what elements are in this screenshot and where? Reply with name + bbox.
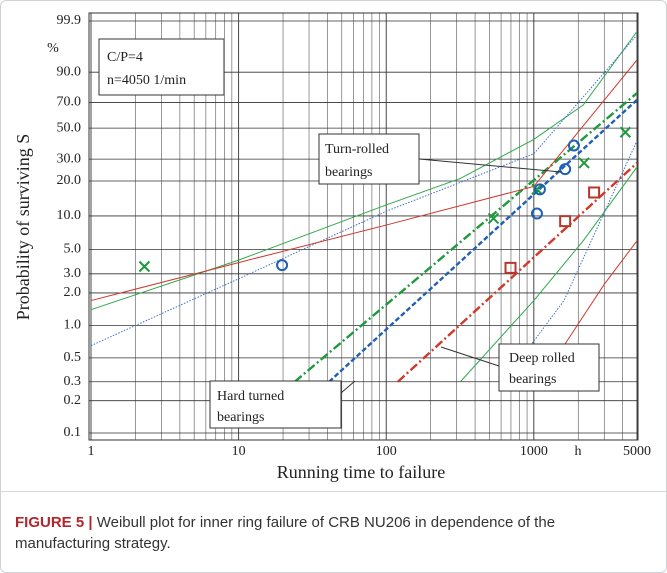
- fit-line: [397, 162, 638, 383]
- data-point: [619, 126, 632, 138]
- x-tick-label: 1000: [520, 444, 548, 459]
- fit-line: [90, 31, 638, 311]
- fit-line: [90, 34, 638, 347]
- leader-line: [418, 158, 562, 173]
- y-tick-label: 90.0: [57, 64, 82, 79]
- data-point: [487, 212, 500, 225]
- y-tick-label: 20.0: [57, 173, 82, 188]
- y-tick-label: 1.0: [64, 318, 82, 333]
- annotation-box: [318, 133, 420, 185]
- y-tick-label: 0.3: [64, 374, 82, 389]
- data-point: [588, 186, 601, 199]
- plot-frame: [88, 12, 639, 441]
- leader-line: [340, 380, 356, 394]
- x-tick-label: 1: [88, 444, 95, 459]
- data-point: [533, 183, 546, 196]
- data-point: [531, 183, 543, 196]
- annotation: bearings: [325, 165, 372, 180]
- data-point: [276, 259, 289, 272]
- x-tick-label: 10: [232, 444, 246, 459]
- y-tick-label: 2.0: [64, 285, 82, 300]
- annotation-box: [209, 380, 342, 429]
- leader-line: [440, 346, 500, 367]
- annotation: bearings: [217, 410, 264, 425]
- y-tick-label: 10.0: [57, 208, 82, 223]
- x-tick-label: 5000: [623, 444, 651, 459]
- y-tick-label: 0.2: [64, 393, 82, 408]
- y-tick-label: 3.0: [64, 266, 82, 281]
- data-point: [138, 260, 151, 273]
- data-point: [567, 139, 580, 152]
- y-tick-label: 0.1: [64, 425, 82, 440]
- x-unit: h: [575, 444, 582, 459]
- data-point: [578, 157, 590, 169]
- annotation: Hard turned: [217, 389, 284, 404]
- y-tick-label: 99.9: [57, 13, 82, 28]
- y-tick-label: 0.5: [64, 350, 82, 365]
- annotation: bearings: [509, 372, 556, 387]
- caption: FIGURE 5 | Weibull plot for inner ring f…: [1, 491, 666, 572]
- annotation: Deep rolled: [509, 351, 575, 366]
- annotation: C/P=4: [107, 50, 143, 65]
- chart: C/P=4 n=4050 1/min Turn-rolled bearings …: [13, 12, 651, 482]
- annotation-box: [498, 343, 600, 392]
- curves: [90, 31, 638, 383]
- data-point: [504, 261, 517, 274]
- x-tick-label: 100: [376, 444, 397, 459]
- data-point: [559, 163, 572, 176]
- y-unit: %: [47, 41, 59, 56]
- annotation-box: [98, 38, 225, 96]
- annotation: n=4050 1/min: [107, 73, 186, 88]
- fit-line: [563, 240, 638, 346]
- data-point: [530, 207, 543, 220]
- y-axis-title: Probability of surviving S: [13, 134, 33, 321]
- y-tick-label: 70.0: [57, 95, 82, 110]
- caption-text: Weibull plot for inner ring failure of C…: [15, 514, 556, 552]
- y-tick-label: 5.0: [64, 242, 82, 257]
- x-axis-title: Running time to failure: [277, 462, 445, 482]
- y-tick-label: 30.0: [57, 151, 82, 166]
- data-point: [559, 215, 572, 228]
- marks: [138, 126, 632, 274]
- caption-label: FIGURE 5 |: [15, 514, 93, 531]
- fit-line: [460, 166, 638, 383]
- fit-line: [293, 92, 638, 383]
- y-tick-label: 50.0: [57, 120, 82, 135]
- annotation: Turn-rolled: [325, 142, 389, 157]
- fit-line: [328, 98, 638, 383]
